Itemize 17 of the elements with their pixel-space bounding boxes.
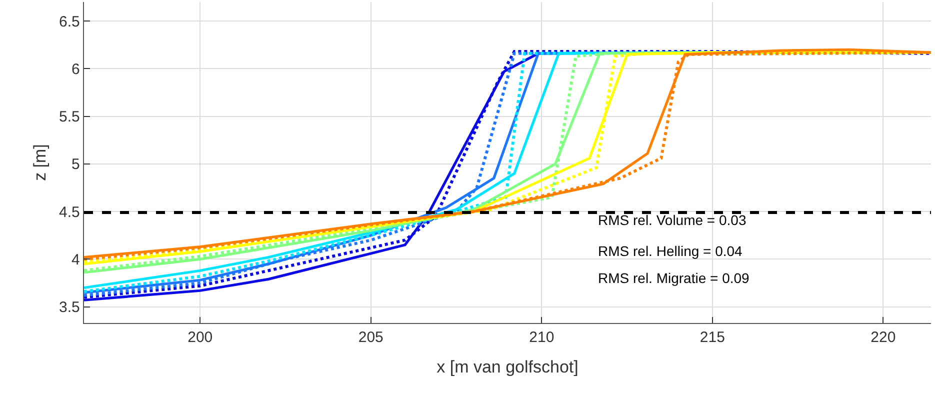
y-tick-label: 6.5 bbox=[59, 13, 80, 30]
x-tick-label: 205 bbox=[358, 329, 384, 346]
x-tick-label: 200 bbox=[188, 329, 213, 346]
y-tick-label: 4 bbox=[72, 251, 80, 268]
annotation: RMS rel. Migratie = 0.09 bbox=[598, 270, 750, 286]
y-tick-label: 3.5 bbox=[59, 299, 80, 316]
annotation: RMS rel. Volume = 0.03 bbox=[598, 212, 746, 228]
x-tick-label: 215 bbox=[700, 329, 725, 346]
annotation: RMS rel. Helling = 0.04 bbox=[598, 243, 743, 259]
x-axis-title: x [m van golfschot] bbox=[436, 358, 578, 376]
y-tick-label: 6 bbox=[72, 60, 80, 78]
y-tick-label: 5 bbox=[72, 156, 80, 174]
y-tick-label: 4.5 bbox=[59, 204, 80, 221]
y-axis-title: z [m] bbox=[30, 144, 50, 181]
x-tick-label: 220 bbox=[870, 329, 896, 346]
x-tick-label: 210 bbox=[529, 329, 554, 346]
y-tick-label: 5.5 bbox=[59, 108, 80, 126]
